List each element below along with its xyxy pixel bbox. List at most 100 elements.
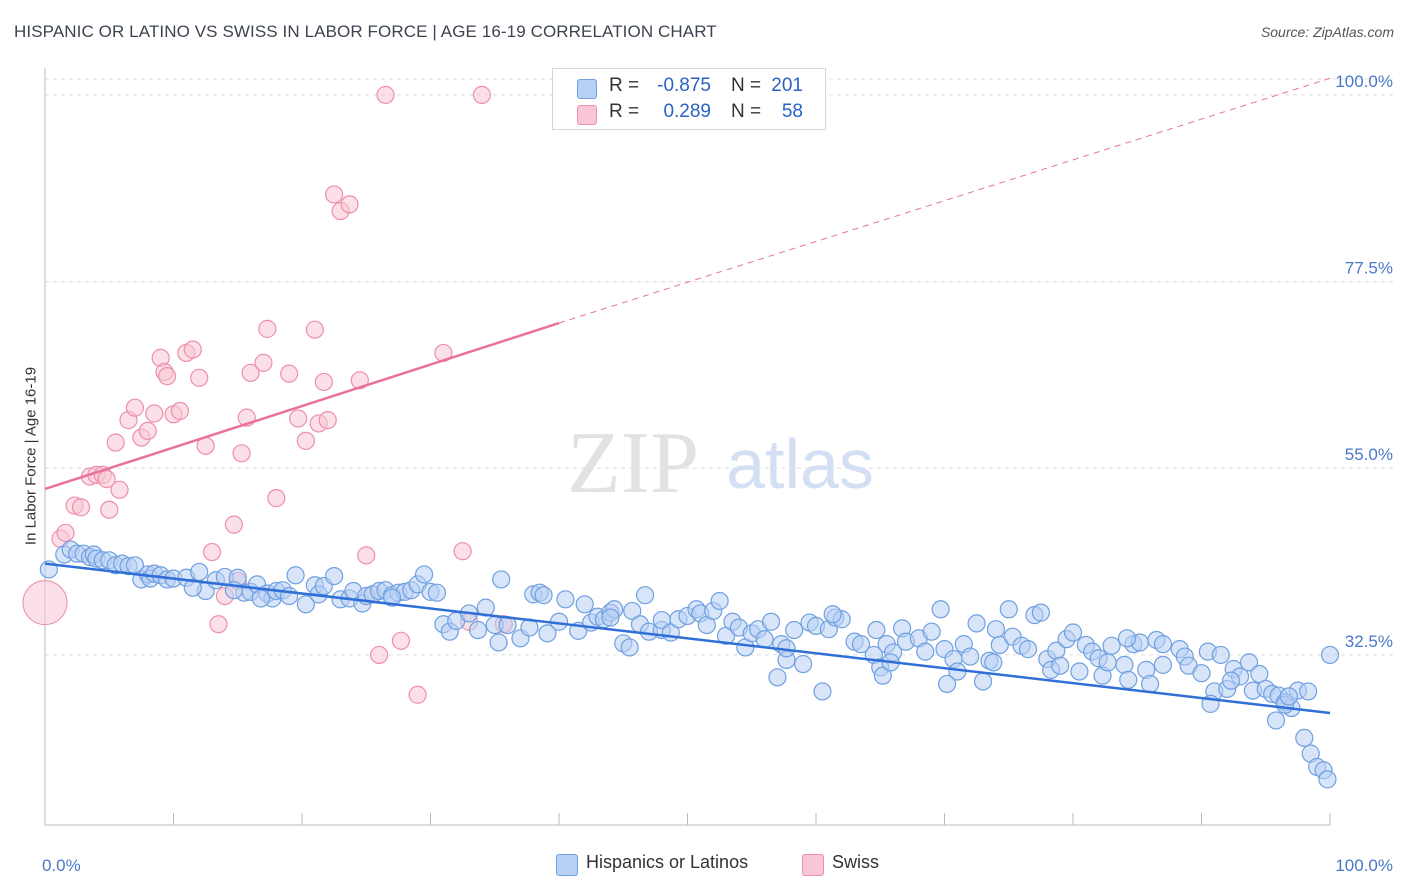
hispanic-point [851, 635, 871, 654]
hispanic-point [1279, 687, 1298, 706]
hispanic-point [823, 605, 842, 624]
hispanic-point [813, 682, 832, 701]
swiss-point [110, 480, 129, 499]
hispanic-point [1239, 653, 1259, 672]
chart-title: HISPANIC OR LATINO VS SWISS IN LABOR FOR… [14, 22, 717, 41]
x-tick-label: 0.0% [42, 856, 81, 875]
tick-labels: 32.5% 55.0% 77.5% 100.0% 0.0% 100.0% [42, 72, 1393, 875]
hispanic-point [710, 591, 729, 611]
hispanic-point [1140, 674, 1160, 694]
swiss-point [125, 398, 145, 417]
data-points [22, 85, 1340, 789]
trend-lines [44, 77, 1331, 715]
swiss-point [56, 523, 75, 543]
swiss-point [170, 401, 190, 421]
bottom-legend-swatch-blue [556, 854, 578, 876]
hispanic-point [190, 562, 209, 582]
hispanic-point [1211, 645, 1230, 665]
swiss-point [138, 421, 157, 441]
legend-n-label: N = [731, 75, 762, 96]
legend-r-label: R = [609, 75, 640, 96]
legend-row-swiss: R = 0.289 N = 58 [553, 101, 825, 127]
swiss-point [318, 411, 337, 430]
hispanic-point [922, 622, 941, 641]
swiss-point-large [22, 580, 68, 626]
hispanic-point [973, 672, 993, 691]
swiss-point [157, 367, 177, 386]
hispanic-trend-line [44, 562, 1331, 715]
hispanic-point [1070, 662, 1089, 681]
hispanic-point [1153, 655, 1173, 674]
hispanic-point [325, 566, 344, 586]
swiss-point [472, 85, 491, 104]
hispanic-point [755, 630, 774, 649]
bottom-legend-label: Hispanics or Latinos [586, 852, 749, 872]
legend-r-label: R = [609, 101, 640, 122]
hispanic-point [1221, 671, 1241, 690]
hispanic-point [492, 570, 511, 589]
hispanic-point [534, 586, 553, 605]
legend-n-value: 58 [781, 101, 803, 122]
swiss-point [296, 431, 315, 450]
swiss-point [391, 631, 411, 650]
legend-box: R = -0.875 N = 201 R = 0.289 N = 58 [552, 68, 826, 130]
swiss-point [280, 364, 299, 383]
hispanic-point [1117, 629, 1137, 648]
swiss-point [289, 409, 308, 428]
source-label: Source: ZipAtlas.com [1260, 24, 1394, 40]
legend-swatch-blue [577, 79, 597, 99]
swiss-point [71, 498, 91, 517]
swiss-point [350, 371, 369, 390]
hispanic-point [1119, 670, 1138, 689]
legend-row-hispanic: R = -0.875 N = 201 [553, 75, 825, 101]
swiss-point [408, 685, 427, 704]
hispanic-point [931, 600, 950, 619]
swiss-point [224, 515, 243, 534]
y-tick-label: 100.0% [1335, 72, 1393, 91]
hispanic-point [1115, 655, 1134, 674]
swiss-point [370, 645, 389, 665]
hispanic-point [1266, 711, 1286, 730]
legend-r-value: -0.875 [657, 75, 711, 96]
hispanic-point [1318, 770, 1337, 789]
hispanic-point [414, 565, 434, 584]
bottom-legend-swatch-pink [802, 854, 824, 876]
swiss-point [254, 353, 273, 372]
watermark-zip: ZIP [567, 415, 699, 512]
swiss-point [340, 195, 359, 214]
hispanic-point [1051, 656, 1070, 675]
hispanic-point [961, 647, 980, 666]
y-tick-label: 55.0% [1345, 445, 1393, 464]
hispanic-point [867, 620, 886, 640]
hispanic-point [601, 608, 620, 627]
hispanic-point [916, 642, 935, 661]
hispanic-point [999, 600, 1018, 619]
hispanic-point [575, 595, 594, 614]
swiss-point [232, 444, 251, 463]
legend-n-value: 201 [771, 75, 803, 96]
hispanic-point [768, 668, 787, 687]
hispanic-point [489, 633, 508, 652]
hispanic-point [1031, 603, 1050, 622]
watermark-atlas: atlas [726, 425, 874, 503]
swiss-point [209, 615, 228, 634]
hispanic-point [1299, 682, 1318, 701]
swiss-point [325, 185, 344, 204]
hispanic-point [296, 595, 315, 614]
swiss-point [106, 433, 125, 452]
swiss-point [145, 404, 164, 423]
hispanic-point [468, 620, 488, 640]
y-tick-label: 77.5% [1345, 259, 1393, 278]
swiss-trend-line [44, 321, 560, 491]
swiss-point [453, 542, 472, 561]
hispanic-point [556, 590, 575, 609]
hispanic-point [984, 653, 1003, 672]
hispanic-point [1018, 640, 1038, 659]
swiss-trend-extension [558, 77, 1331, 324]
swiss-point [267, 489, 286, 508]
hispanic-point [1192, 664, 1211, 683]
hispanic-point [286, 566, 305, 585]
legend-swatch-pink [577, 105, 597, 125]
hispanic-point [967, 614, 986, 633]
